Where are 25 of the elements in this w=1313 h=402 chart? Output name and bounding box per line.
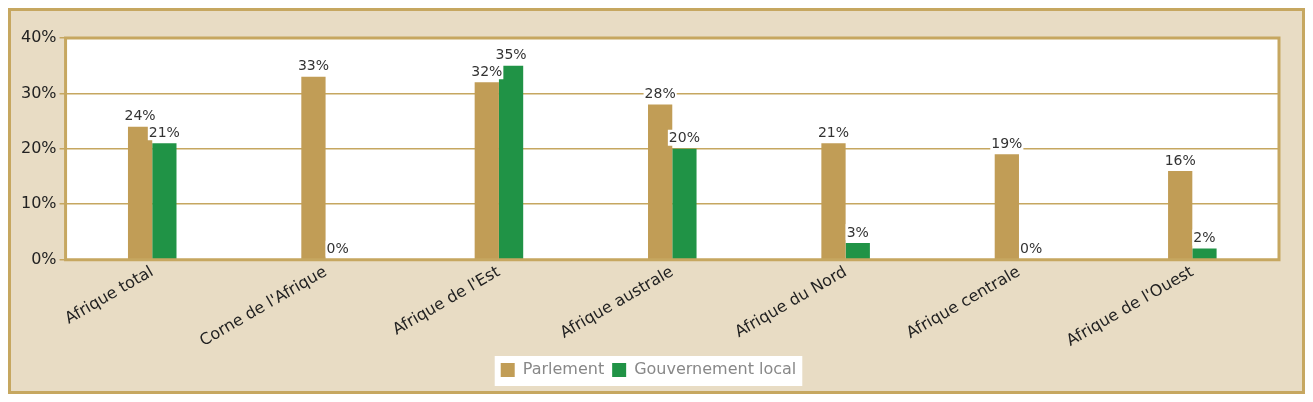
y-tick-label: 10%	[21, 193, 57, 213]
text: 24%	[124, 107, 156, 124]
y-tick-label: 20%	[21, 137, 57, 157]
bar	[845, 243, 870, 259]
text: 33%	[297, 57, 330, 74]
bar	[152, 143, 177, 259]
y-tick-label: 40%	[21, 27, 57, 47]
y-tick-label: 0%	[31, 248, 57, 268]
text: 21%	[817, 123, 850, 140]
text: 21%	[148, 123, 180, 140]
text: 16%	[1164, 151, 1196, 168]
legend-label: Gouvernement local	[634, 359, 797, 379]
text: 20%	[668, 129, 700, 146]
text: 35%	[495, 46, 527, 63]
bar	[672, 148, 697, 259]
bar	[1192, 248, 1217, 259]
text: 19%	[991, 135, 1023, 152]
text: 0%	[1020, 240, 1043, 257]
legend-label: Parlement	[522, 359, 605, 379]
text: 28%	[644, 85, 676, 102]
text: 3%	[846, 223, 869, 240]
text: 0%	[326, 240, 349, 257]
y-tick-label: 30%	[21, 82, 57, 102]
text: 2%	[1193, 229, 1216, 246]
text: 32%	[471, 62, 503, 79]
